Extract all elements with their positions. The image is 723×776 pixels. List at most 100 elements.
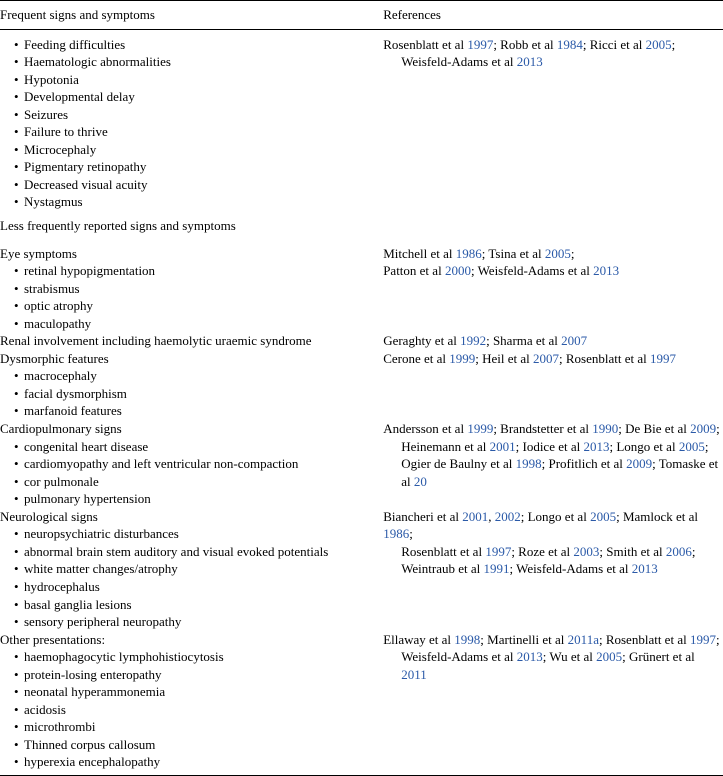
citation-year: 2013: [517, 54, 543, 69]
reference-text: Weintraub et al: [401, 561, 483, 576]
reference-text: ; Roze et al: [511, 544, 573, 559]
symptom-item: facial dysmorphism: [14, 385, 383, 403]
reference-text: ; Tsina et al: [482, 246, 545, 261]
reference-text: Mitchell et al: [383, 246, 456, 261]
reference-text: ;: [705, 439, 709, 454]
reference-text: ; Profitlich et al: [542, 456, 626, 471]
citation-year: 2000: [445, 263, 471, 278]
reference-text: Rosenblatt et al: [383, 37, 467, 52]
group-refs-col: Geraghty et al 1992; Sharma et al 2007: [383, 332, 723, 350]
symptom-item: protein-losing enteropathy: [14, 666, 383, 684]
reference-text: Ellaway et al: [383, 632, 454, 647]
citation-year: 2007: [533, 351, 559, 366]
frequent-section: Feeding difficultiesHaematologic abnorma…: [0, 34, 723, 237]
reference-line: Biancheri et al 2001, 2002; Longo et al …: [383, 508, 723, 543]
citation-year: 1998: [454, 632, 480, 647]
group-symptom-list: neuropsychiatric disturbancesabnormal br…: [0, 525, 383, 630]
citation-year: 2009: [690, 421, 716, 436]
symptom-item: neonatal hyperammonemia: [14, 683, 383, 701]
citation-year: 2001: [462, 509, 488, 524]
group-symptom-list: retinal hypopigmentationstrabismusoptic …: [0, 262, 383, 332]
symptom-item: optic atrophy: [14, 297, 383, 315]
reference-text: ;: [716, 632, 720, 647]
group-symptom-list: macrocephalyfacial dysmorphismmarfanoid …: [0, 367, 383, 420]
citation-year: 2003: [573, 544, 599, 559]
reference-text: ;: [571, 246, 575, 261]
citation-year: 1991: [484, 561, 510, 576]
frequent-refs-col: Rosenblatt et al 1997; Robb et al 1984; …: [383, 36, 723, 71]
reference-line: Ellaway et al 1998; Martinelli et al 201…: [383, 631, 723, 649]
frequent-symptoms-col: Feeding difficultiesHaematologic abnorma…: [0, 36, 383, 235]
symptom-group: Neurological signsneuropsychiatric distu…: [0, 508, 723, 631]
group-symptom-list: congenital heart diseasecardiomyopathy a…: [0, 438, 383, 508]
reference-text: ; Robb et al: [493, 37, 557, 52]
symptom-item: sensory peripheral neuropathy: [14, 613, 383, 631]
citation-year: 2011a: [568, 632, 599, 647]
reference-line: Heinemann et al 2001; Iodice et al 2013;…: [383, 438, 723, 456]
header-signs: Frequent signs and symptoms: [0, 6, 383, 24]
group-heading: Other presentations:: [0, 631, 383, 649]
reference-text: ; Grünert et al: [622, 649, 695, 664]
reference-text: Geraghty et al: [383, 333, 460, 348]
citation-year: 2002: [495, 509, 521, 524]
symptom-item: abnormal brain stem auditory and visual …: [14, 543, 383, 561]
reference-line: Cerone et al 1999; Heil et al 2007; Rose…: [383, 350, 723, 368]
citation-year: 1999: [467, 421, 493, 436]
citation-year: 1997: [467, 37, 493, 52]
symptom-item: Failure to thrive: [14, 123, 383, 141]
reference-text: Weisfeld-Adams et al: [401, 54, 517, 69]
reference-text: ; Weisfeld-Adams et al: [471, 263, 593, 278]
section-spacer: [0, 237, 723, 245]
group-heading: Neurological signs: [0, 508, 383, 526]
less-frequent-groups: Eye symptomsretinal hypopigmentationstra…: [0, 245, 723, 771]
symptom-item: Microcephaly: [14, 141, 383, 159]
symptom-item: haemophagocytic lymphohistiocytosis: [14, 648, 383, 666]
citation-year: 2013: [517, 649, 543, 664]
symptom-item: Feeding difficulties: [14, 36, 383, 54]
reference-line: Weisfeld-Adams et al 2013; Wu et al 2005…: [383, 648, 723, 683]
reference-text: ; Mamlock et al: [616, 509, 698, 524]
group-refs-col: Cerone et al 1999; Heil et al 2007; Rose…: [383, 350, 723, 368]
symptom-item: Developmental delay: [14, 88, 383, 106]
reference-text: ; Ricci et al: [583, 37, 646, 52]
group-heading: Cardiopulmonary signs: [0, 420, 383, 438]
reference-text: Cerone et al: [383, 351, 449, 366]
reference-text: ; Wu et al: [543, 649, 596, 664]
header-refs: References: [383, 6, 723, 24]
group-left-col: Cardiopulmonary signscongenital heart di…: [0, 420, 383, 508]
citation-year: 1997: [690, 632, 716, 647]
reference-line: Weintraub et al 1991; Weisfeld-Adams et …: [383, 560, 723, 578]
reference-text: ; Smith et al: [599, 544, 665, 559]
symptom-item: cardiomyopathy and left ventricular non-…: [14, 455, 383, 473]
symptom-item: Hypotonia: [14, 71, 383, 89]
citation-year: 1999: [449, 351, 475, 366]
symptom-group: Eye symptomsretinal hypopigmentationstra…: [0, 245, 723, 333]
less-frequent-heading: Less frequently reported signs and sympt…: [0, 211, 383, 235]
group-heading: Eye symptoms: [0, 245, 383, 263]
reference-text: ; Iodice et al: [516, 439, 584, 454]
symptom-item: pulmonary hypertension: [14, 490, 383, 508]
citation-year: 2005: [596, 649, 622, 664]
citation-year: 2005: [679, 439, 705, 454]
symptom-item: neuropsychiatric disturbances: [14, 525, 383, 543]
symptom-item: Decreased visual acuity: [14, 176, 383, 194]
citation-year: 2005: [590, 509, 616, 524]
reference-line: Mitchell et al 1986; Tsina et al 2005;: [383, 245, 723, 263]
citation-year: 2001: [490, 439, 516, 454]
citation-year: 2013: [593, 263, 619, 278]
symptom-item: white matter changes/atrophy: [14, 560, 383, 578]
symptom-item: acidosis: [14, 701, 383, 719]
reference-text: ; Brandstetter et al: [493, 421, 592, 436]
symptom-item: hydrocephalus: [14, 578, 383, 596]
symptom-item: Nystagmus: [14, 193, 383, 211]
reference-line: Andersson et al 1999; Brandstetter et al…: [383, 420, 723, 438]
reference-text: ;: [409, 526, 413, 541]
symptoms-table: Frequent signs and symptoms References F…: [0, 0, 723, 776]
reference-text: ; Sharma et al: [486, 333, 561, 348]
reference-line: Geraghty et al 1992; Sharma et al 2007: [383, 332, 723, 350]
reference-text: ; Longo et al: [521, 509, 590, 524]
reference-text: Ogier de Baulny et al: [401, 456, 515, 471]
table-header-row: Frequent signs and symptoms References: [0, 3, 723, 27]
reference-text: Biancheri et al: [383, 509, 462, 524]
symptom-group: Renal involvement including haemolytic u…: [0, 332, 723, 350]
